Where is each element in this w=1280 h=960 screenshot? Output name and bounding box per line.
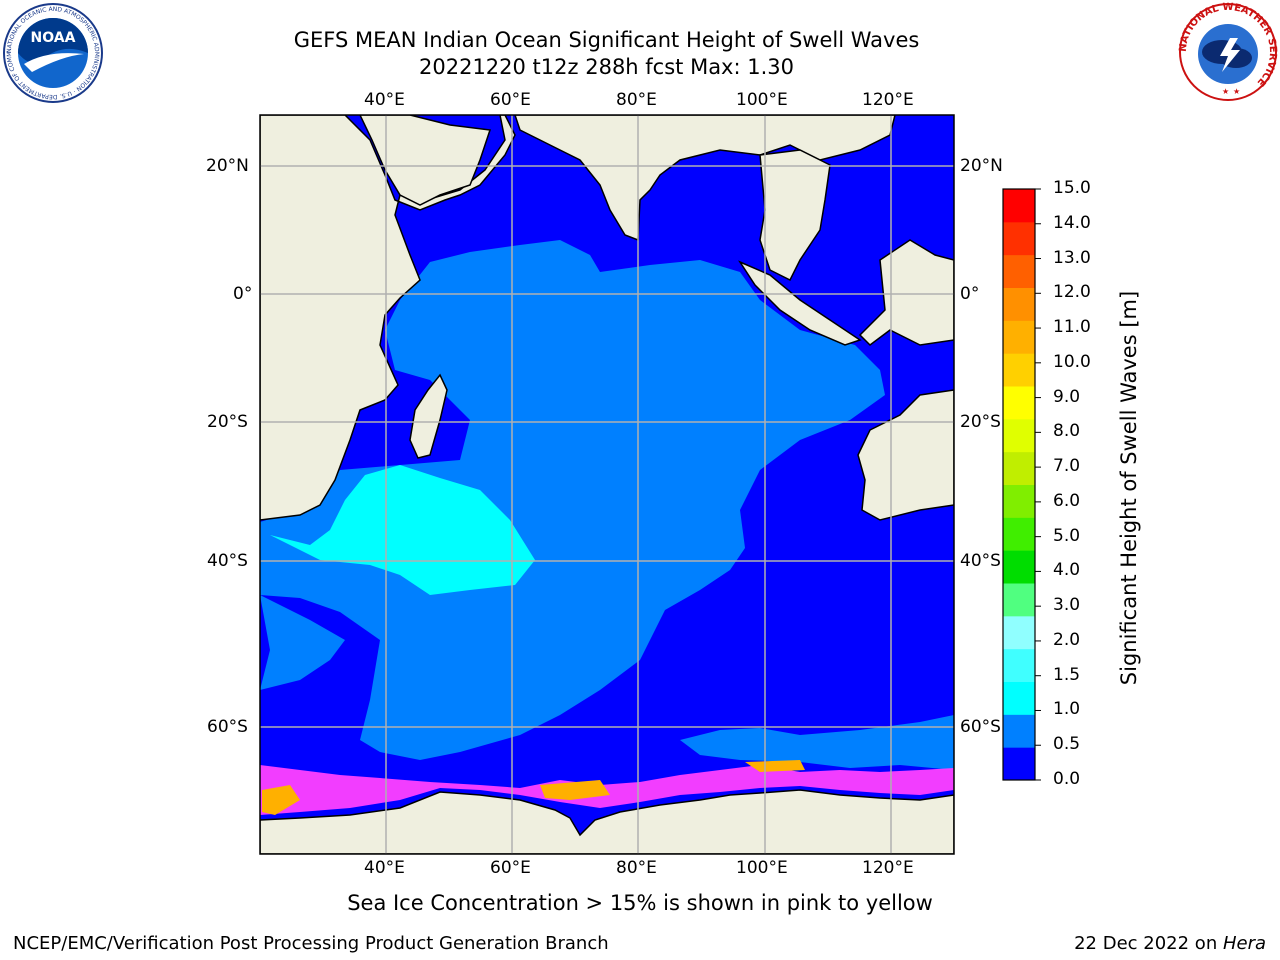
sea-ice-high-patch-3 bbox=[745, 760, 805, 772]
colorbar-label: Significant Height of Swell Waves [m] bbox=[1117, 290, 1141, 686]
lat-tick-right-20s: 20°S bbox=[960, 412, 1001, 432]
lat-tick-right-20n: 20°N bbox=[960, 156, 1003, 176]
lon-tick-top-40e: 40°E bbox=[364, 90, 405, 110]
colorbar-segment bbox=[1003, 714, 1035, 748]
svg-text:★: ★ bbox=[1222, 87, 1229, 96]
colorbar-tick-label: 0.5 bbox=[1053, 734, 1081, 755]
map-subtitle: 20221220 t12z 288h fcst Max: 1.30 bbox=[419, 55, 794, 79]
colorbar-segment bbox=[1003, 386, 1035, 420]
colorbar-tick-label: 11.0 bbox=[1053, 317, 1091, 338]
colorbar-frame bbox=[1002, 188, 1036, 781]
lat-tick-left-20n: 20°N bbox=[206, 156, 249, 176]
colorbar-segment bbox=[1003, 189, 1035, 223]
colorbar-segment bbox=[1003, 287, 1035, 321]
footer-host: Hera bbox=[1222, 933, 1266, 954]
colorbar-tick-label: 0.0 bbox=[1053, 769, 1081, 789]
lat-tick-right-40s: 40°S bbox=[960, 551, 1001, 571]
lat-tick-left-60s: 60°S bbox=[207, 717, 248, 737]
colorbar-segment bbox=[1003, 320, 1035, 354]
colorbar-segment bbox=[1003, 615, 1035, 650]
footer-date: 22 Dec 2022 on Hera bbox=[1074, 933, 1266, 954]
colorbar-tick-label: 1.5 bbox=[1053, 664, 1081, 685]
nws-logo: NATIONAL WEATHER SERVICE ★ ★ bbox=[1178, 2, 1278, 101]
colorbar-segment bbox=[1003, 254, 1035, 288]
colorbar-tick-label: 3.0 bbox=[1053, 595, 1081, 616]
colorbar-tick-label: 8.0 bbox=[1053, 421, 1081, 442]
map-gridlines bbox=[260, 115, 954, 854]
colorbar-segment bbox=[1003, 418, 1035, 453]
land-indonesia-east bbox=[858, 239, 954, 346]
lon-tick-bottom-120e: 120°E bbox=[862, 858, 914, 878]
swell-0510-region-south bbox=[680, 715, 954, 770]
footer-branch: NCEP/EMC/Verification Post Processing Pr… bbox=[13, 933, 609, 954]
sea-ice-high-patch-2 bbox=[540, 780, 610, 800]
colorbar-tick-label: 6.0 bbox=[1053, 490, 1081, 511]
colorbar-segment bbox=[1003, 550, 1035, 584]
colorbar-segment bbox=[1003, 648, 1035, 682]
colorbar-tick-label: 10.0 bbox=[1053, 351, 1091, 372]
swell-0510-region-west bbox=[260, 595, 345, 690]
colorbar-tick-label: 9.0 bbox=[1053, 386, 1081, 407]
sea-ice-band bbox=[260, 765, 954, 815]
lon-tick-bottom-40e: 40°E bbox=[364, 858, 405, 878]
land-sumatra bbox=[738, 260, 862, 346]
lon-tick-bottom-80e: 80°E bbox=[616, 858, 657, 878]
footer-date-text: 22 Dec 2022 on bbox=[1074, 933, 1223, 954]
colorbar-tick-label: 15.0 bbox=[1053, 178, 1091, 198]
lon-tick-top-80e: 80°E bbox=[616, 90, 657, 110]
lon-tick-top-100e: 100°E bbox=[736, 90, 788, 110]
land-madagascar bbox=[409, 373, 448, 459]
lon-tick-bottom-60e: 60°E bbox=[490, 858, 531, 878]
colorbar-tick-label: 13.0 bbox=[1053, 247, 1091, 268]
colorbar-tick-label: 1.0 bbox=[1053, 699, 1081, 720]
colorbar bbox=[1003, 188, 1041, 781]
colorbar-segment bbox=[1003, 353, 1035, 387]
lon-tick-top-60e: 60°E bbox=[490, 90, 531, 110]
colorbar-tick-label: 4.0 bbox=[1053, 560, 1081, 581]
colorbar-segment bbox=[1003, 583, 1035, 617]
lat-tick-left-0: 0° bbox=[233, 284, 253, 304]
colorbar-tick-label: 7.0 bbox=[1053, 456, 1081, 477]
map-title: GEFS MEAN Indian Ocean Significant Heigh… bbox=[293, 28, 920, 52]
lat-tick-left-20s: 20°S bbox=[207, 412, 248, 432]
colorbar-tick-label: 5.0 bbox=[1053, 525, 1081, 546]
sea-ice-high-patch-1 bbox=[262, 785, 300, 815]
colorbar-segment bbox=[1003, 681, 1035, 715]
lon-tick-top-120e: 120°E bbox=[862, 90, 914, 110]
noaa-logo-text: NOAA bbox=[31, 30, 76, 46]
land-antarctica bbox=[260, 789, 954, 854]
colorbar-segment bbox=[1003, 484, 1035, 518]
svg-text:★: ★ bbox=[1233, 87, 1240, 96]
lat-tick-left-40s: 40°S bbox=[207, 551, 248, 571]
colorbar-tick-label: 14.0 bbox=[1053, 212, 1091, 233]
lat-tick-right-0: 0° bbox=[960, 284, 980, 304]
colorbar-tick-label: 12.0 bbox=[1053, 282, 1091, 303]
land-arabia bbox=[359, 115, 492, 206]
swell-1015-region bbox=[270, 465, 535, 595]
land-se-asia bbox=[759, 149, 831, 282]
colorbar-tick-label: 2.0 bbox=[1053, 629, 1081, 650]
sea-ice-caption: Sea Ice Concentration > 15% is shown in … bbox=[347, 891, 933, 915]
colorbar-segment bbox=[1003, 517, 1035, 551]
land-india bbox=[514, 115, 896, 242]
colorbar-segment bbox=[1003, 221, 1035, 256]
colorbar-segment bbox=[1003, 747, 1035, 781]
swell-0510-region bbox=[260, 240, 885, 760]
noaa-logo: NATIONAL OCEANIC AND ATMOSPHERIC ADMINIS… bbox=[2, 2, 103, 103]
colorbar-segment bbox=[1003, 451, 1035, 485]
map-frame bbox=[259, 114, 955, 855]
lon-tick-bottom-100e: 100°E bbox=[736, 858, 788, 878]
lat-tick-right-60s: 60°S bbox=[960, 717, 1001, 737]
